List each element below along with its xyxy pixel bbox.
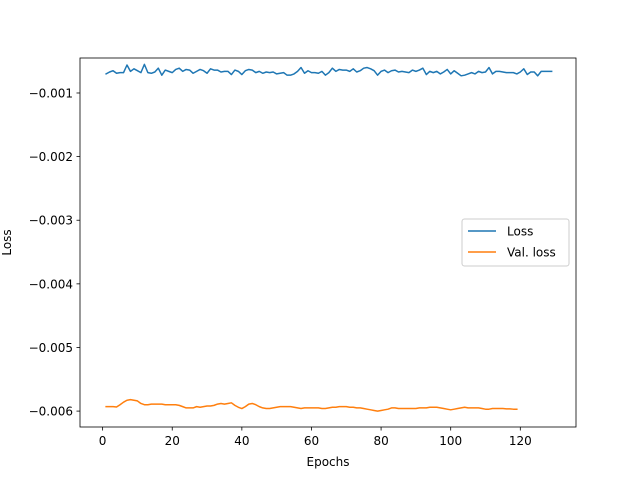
y-axis-ticks: −0.001 −0.002 −0.003 −0.004 −0.005 −0.006 xyxy=(29,86,80,419)
legend: Loss Val. loss xyxy=(461,218,570,267)
x-axis-ticks: 0 20 40 60 80 100 120 xyxy=(99,427,532,448)
y-tick-label: −0.002 xyxy=(29,150,73,164)
x-tick-label: 120 xyxy=(509,434,532,448)
axes-frame xyxy=(79,57,577,428)
y-tick-label: −0.005 xyxy=(29,341,73,355)
x-tick-label: 60 xyxy=(304,434,319,448)
y-tick-label: −0.001 xyxy=(29,86,73,100)
legend-label: Val. loss xyxy=(507,246,556,260)
y-tick-label: −0.004 xyxy=(29,277,73,291)
x-tick-label: 20 xyxy=(165,434,180,448)
legend-label: Loss xyxy=(507,225,533,239)
x-tick-label: 0 xyxy=(99,434,107,448)
y-tick-label: −0.003 xyxy=(29,214,73,228)
series-lines xyxy=(105,63,553,412)
x-tick-label: 80 xyxy=(373,434,388,448)
x-tick-label: 100 xyxy=(439,434,462,448)
y-tick-label: −0.006 xyxy=(29,405,73,419)
y-axis-label: Loss xyxy=(0,229,14,255)
series-line-loss xyxy=(105,63,553,77)
x-tick-label: 40 xyxy=(234,434,249,448)
x-axis-label: Epochs xyxy=(307,455,350,469)
series-line-val-loss xyxy=(105,398,518,412)
